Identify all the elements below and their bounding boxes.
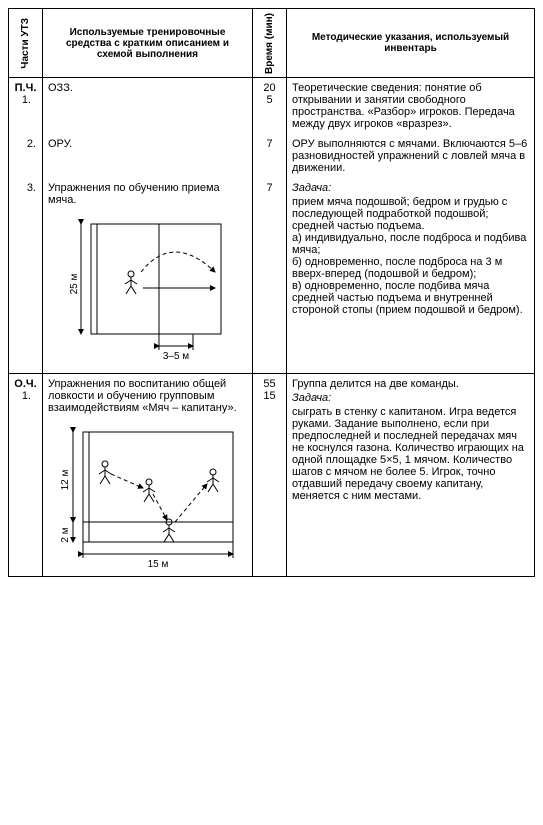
notes-cell: Группа делится на две команды. Задача: с… [287, 374, 535, 577]
means-cell: Упражнения по обучению приема мяча. [43, 178, 253, 374]
part-cell: 2. [9, 134, 43, 178]
notes-cell: Задача: прием мяча подошвой; бедром и гр… [287, 178, 535, 374]
training-table: Части УТЗ Используемые тренировочные сре… [8, 8, 535, 577]
svg-text:3–5 м: 3–5 м [162, 351, 188, 362]
row-och-1: О.Ч. 1. Упражнения по воспитанию общей л… [9, 374, 535, 577]
part-cell: О.Ч. 1. [9, 374, 43, 577]
notes-cell: Теоретические сведения: понятие об откры… [287, 78, 535, 135]
row-pch-2: 2. ОРУ. 7 ОРУ выполняются с мячами. Вклю… [9, 134, 535, 178]
time-cell: 20 5 [253, 78, 287, 135]
means-cell: Упражнения по воспитанию общей ловкости … [43, 374, 253, 577]
time-cell: 7 [253, 178, 287, 374]
part-cell: П.Ч. 1. [9, 78, 43, 135]
time-cell: 7 [253, 134, 287, 178]
time-cell: 55 15 [253, 374, 287, 577]
notes-cell: ОРУ выполняются с мячами. Включаются 5–6… [287, 134, 535, 178]
svg-text:15 м: 15 м [147, 559, 168, 570]
notes-multiline-p3: прием мяча подошвой; бедром и грудью с п… [292, 196, 529, 316]
svg-text:12 м: 12 м [60, 469, 71, 490]
row-pch-1: П.Ч. 1. ОЗЗ. 20 5 Теоретические сведения… [9, 78, 535, 135]
part-cell: 3. [9, 178, 43, 374]
means-cell: ОРУ. [43, 134, 253, 178]
header-row: Части УТЗ Используемые тренировочные сре… [9, 9, 535, 78]
diagram-1: 25 м 3–5 м [48, 214, 247, 369]
row-pch-3: 3. Упражнения по обучению приема мяча. [9, 178, 535, 374]
header-part: Части УТЗ [9, 9, 43, 78]
svg-text:2 м: 2 м [60, 527, 71, 542]
svg-text:25 м: 25 м [69, 273, 80, 294]
header-notes: Методические указания, используемый инве… [287, 9, 535, 78]
header-time: Время (мин) [253, 9, 287, 78]
diagram-2: 15 м 12 м 2 м [48, 422, 247, 572]
header-means: Используемые тренировочные средства с кр… [43, 9, 253, 78]
means-cell: ОЗЗ. [43, 78, 253, 135]
